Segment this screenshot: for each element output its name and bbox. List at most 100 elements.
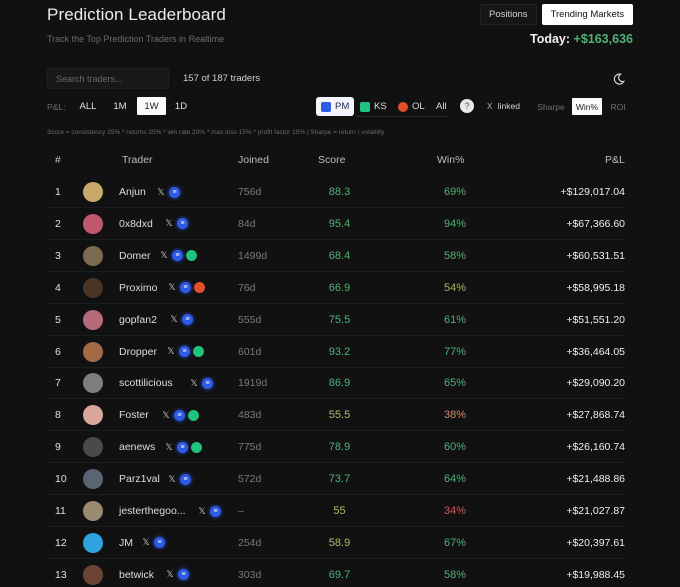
x-icon[interactable]: 𝕏 — [190, 377, 198, 388]
sort-sharpe[interactable]: Sharpe — [537, 101, 565, 112]
table-row[interactable]: 1 Anjun 𝕏 ≡ 756d 88.3 69% +$129,017.04 — [47, 176, 627, 208]
column-pnl[interactable]: P&L — [605, 154, 625, 166]
table-row[interactable]: 3 Domer 𝕏 ≡ 1499d 68.4 58% +$60,531.51 — [47, 240, 627, 272]
avatar[interactable] — [83, 309, 103, 330]
kalshi-icon[interactable] — [193, 346, 204, 357]
table-row[interactable]: 7 scottilicious 𝕏 ≡ 1919d 86.9 65% +$29,0… — [47, 367, 627, 400]
x-icon[interactable]: 𝕏 — [160, 250, 168, 261]
x-icon[interactable]: 𝕏 — [170, 314, 178, 325]
polymarket-icon[interactable]: ≡ — [177, 441, 188, 453]
trader-name[interactable]: scottilicious — [119, 377, 173, 390]
polymarket-icon[interactable]: ≡ — [210, 505, 221, 517]
tab-trending-markets[interactable]: Trending Markets — [541, 4, 634, 25]
kalshi-icon[interactable] — [191, 441, 202, 453]
x-icon[interactable]: 𝕏 — [168, 282, 176, 293]
polymarket-icon[interactable]: ≡ — [174, 409, 185, 421]
x-icon[interactable]: 𝕏 — [142, 537, 150, 548]
x-icon[interactable]: 𝕏 — [165, 218, 173, 229]
top-tabs: Positions Trending Markets — [480, 4, 634, 25]
polymarket-icon[interactable]: ≡ — [169, 186, 180, 198]
x-icon[interactable]: 𝕏 — [157, 186, 165, 197]
avatar[interactable] — [83, 564, 103, 585]
avatar[interactable] — [83, 245, 103, 266]
trader-name[interactable]: betwick — [119, 568, 155, 581]
table-row[interactable]: 11 jesterthegoo... 𝕏 ≡ – 55 34% +$21,027.… — [47, 495, 627, 527]
table-row[interactable]: 10 Parz1val 𝕏 ≡ 572d 73.7 64% +$21,488.86 — [47, 463, 627, 496]
avatar[interactable] — [83, 437, 103, 458]
kalshi-icon[interactable] — [186, 250, 197, 262]
column-trader[interactable]: Trader — [122, 154, 153, 166]
avatar[interactable] — [83, 373, 103, 394]
theme-toggle-button[interactable] — [613, 72, 625, 85]
polymarket-icon[interactable]: ≡ — [180, 473, 191, 485]
table-row[interactable]: 5 gopfan2 𝕏 ≡ 555d 75.5 61% +$51,551.20 — [47, 304, 627, 336]
polymarket-icon[interactable]: ≡ — [182, 314, 193, 326]
polymarket-icon[interactable]: ≡ — [179, 346, 190, 357]
column-win-percent[interactable]: Win% — [437, 154, 465, 166]
trader-name[interactable]: 0x8dxd — [119, 217, 153, 230]
avatar[interactable] — [83, 277, 103, 298]
polymarket-icon[interactable]: ≡ — [180, 282, 191, 294]
score-value: 68.4 — [328, 249, 351, 262]
avatar[interactable] — [83, 405, 103, 426]
trader-name[interactable]: Dropper — [119, 345, 157, 358]
source-all-button[interactable]: All — [436, 101, 447, 112]
avatar[interactable] — [83, 532, 103, 553]
pl-filter-all[interactable]: ALL — [79, 100, 97, 112]
column-rank[interactable]: # — [55, 154, 61, 166]
source-ks-button[interactable]: KS — [360, 97, 387, 116]
x-icon[interactable]: 𝕏 — [198, 505, 206, 516]
sort-win-percent[interactable]: Win% — [572, 98, 602, 115]
trader-name[interactable]: jesterthegoo... — [119, 505, 186, 517]
trader-name[interactable]: gopfan2 — [119, 313, 157, 326]
x-icon[interactable]: 𝕏 — [165, 441, 173, 452]
polymarket-icon[interactable]: ≡ — [172, 250, 183, 262]
table-row[interactable]: 6 Dropper 𝕏 ≡ 601d 93.2 77% +$36,464.05 — [47, 336, 627, 368]
column-score[interactable]: Score — [318, 154, 346, 166]
trader-name[interactable]: Anjun — [119, 186, 146, 198]
trader-name[interactable]: Foster — [119, 409, 149, 422]
rank: 9 — [55, 441, 61, 454]
pl-filter-1d[interactable]: 1D — [174, 100, 188, 112]
avatar[interactable] — [83, 182, 103, 202]
help-button[interactable]: ? — [460, 99, 474, 113]
trader-name[interactable]: JM — [119, 536, 133, 549]
table-row[interactable]: 4 Proximo 𝕏 ≡ 76d 66.9 54% +$58,995.18 — [47, 272, 627, 304]
source-pm-button[interactable]: PM — [316, 97, 355, 116]
x-icon[interactable]: 𝕏 — [162, 409, 170, 420]
pl-filter-1w[interactable]: 1W — [137, 97, 166, 115]
opinion-labs-icon[interactable] — [194, 282, 205, 294]
table-row[interactable]: 8 Foster 𝕏 ≡ 483d 55.5 38% +$27,868.74 — [47, 399, 627, 432]
pnl-value: +$51,551.20 — [566, 313, 625, 326]
kalshi-icon[interactable] — [188, 409, 199, 421]
x-icon[interactable]: 𝕏 — [167, 346, 175, 356]
table-row[interactable]: 13 betwick 𝕏 ≡ 303d 69.7 58% +$19,988.45 — [47, 559, 627, 587]
tab-positions[interactable]: Positions — [480, 4, 537, 25]
avatar[interactable] — [83, 341, 103, 362]
polymarket-icon[interactable]: ≡ — [177, 218, 188, 230]
x-icon[interactable]: 𝕏 — [166, 569, 174, 580]
x-icon[interactable]: 𝕏 — [168, 473, 176, 484]
polymarket-icon[interactable]: ≡ — [154, 537, 165, 549]
source-ol-button[interactable]: OL — [398, 97, 425, 116]
platform-badges: 𝕏 ≡ — [164, 431, 202, 463]
trader-name[interactable]: Proximo — [119, 281, 158, 294]
table-row[interactable]: 12 JM 𝕏 ≡ 254d 58.9 67% +$20,397.61 — [47, 527, 627, 559]
polymarket-icon[interactable]: ≡ — [202, 377, 213, 389]
pl-filter-1m[interactable]: 1M — [113, 100, 127, 112]
search-input[interactable] — [47, 68, 169, 89]
trader-name[interactable]: Domer — [119, 249, 151, 262]
trader-name[interactable]: aenews — [119, 441, 156, 454]
column-joined[interactable]: Joined — [238, 154, 269, 166]
trader-name[interactable]: Parz1val — [119, 473, 160, 486]
polymarket-icon[interactable]: ≡ — [178, 569, 189, 581]
avatar[interactable] — [83, 469, 103, 490]
x-linked-toggle[interactable]: X linked — [487, 101, 520, 111]
avatar[interactable] — [83, 213, 103, 234]
table-row[interactable]: 2 0x8dxd 𝕏 ≡ 84d 95.4 94% +$67,366.60 — [47, 208, 627, 240]
sort-roi[interactable]: ROI — [610, 101, 626, 112]
win-percent-value: 58% — [443, 568, 467, 581]
table-row[interactable]: 9 aenews 𝕏 ≡ 775d 78.9 60% +$26,160.74 — [47, 431, 627, 464]
x-linked-label: linked — [497, 101, 520, 111]
avatar[interactable] — [83, 501, 103, 521]
